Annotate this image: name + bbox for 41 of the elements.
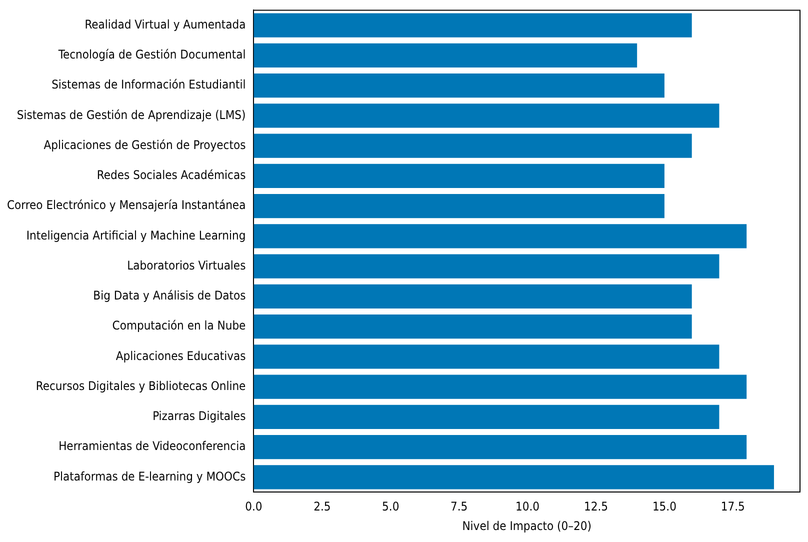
- y-tick-label: Sistemas de Gestión de Aprendizaje (LMS): [16, 108, 246, 122]
- y-tick-label: Sistemas de Información Estudiantil: [52, 78, 246, 92]
- bar: [254, 194, 664, 218]
- x-tick-label: 7.5: [450, 500, 468, 514]
- bar: [254, 13, 692, 38]
- x-tick-label: 5.0: [382, 500, 400, 514]
- bar: [254, 374, 747, 399]
- y-tick-label: Redes Sociales Académicas: [96, 168, 246, 182]
- y-tick-label: Herramientas de Videoconferencia: [58, 439, 246, 454]
- x-tick-label: 12.5: [584, 500, 608, 514]
- bar: [254, 164, 664, 188]
- bar: [254, 404, 720, 429]
- y-tick-label: Plataformas de E-learning y MOOCs: [54, 469, 246, 484]
- x-tick-label: 17.5: [720, 500, 745, 514]
- bar: [254, 465, 774, 490]
- bar: [254, 434, 747, 460]
- x-tick-label: 0.0: [245, 500, 262, 514]
- y-tick-label: Computación en la Nube: [112, 318, 246, 333]
- y-tick-label: Inteligencia Artificial y Machine Learning: [26, 228, 246, 242]
- y-tick-label: Big Data y Análisis de Datos: [93, 288, 246, 303]
- bar: [254, 134, 692, 158]
- bar: [254, 73, 664, 98]
- bar: [254, 104, 720, 128]
- y-tick-label: Recursos Digitales y Bibliotecas Online: [36, 378, 246, 393]
- y-tick-label: Realidad Virtual y Aumentada: [84, 17, 246, 32]
- y-tick-label: Pizarras Digitales: [152, 409, 246, 424]
- bar: [254, 284, 692, 308]
- y-tick-label: Aplicaciones Educativas: [116, 348, 246, 363]
- x-tick-label: 15.0: [652, 500, 677, 514]
- bar: [254, 254, 720, 278]
- x-axis-title: Nivel de Impacto (0–20): [462, 518, 592, 533]
- y-tick-label: Laboratorios Virtuales: [127, 258, 246, 272]
- bar: [254, 43, 638, 68]
- x-tick-label: 10.0: [516, 500, 540, 514]
- y-tick-label: Correo Electrónico y Mensajería Instantánea: [6, 198, 246, 212]
- bar: [254, 344, 720, 369]
- x-tick-label: 2.5: [314, 500, 331, 514]
- bar: [254, 314, 692, 339]
- y-tick-label: Tecnología de Gestión Documental: [57, 48, 246, 62]
- y-tick-label: Aplicaciones de Gestión de Proyectos: [44, 138, 246, 152]
- bar: [254, 224, 747, 248]
